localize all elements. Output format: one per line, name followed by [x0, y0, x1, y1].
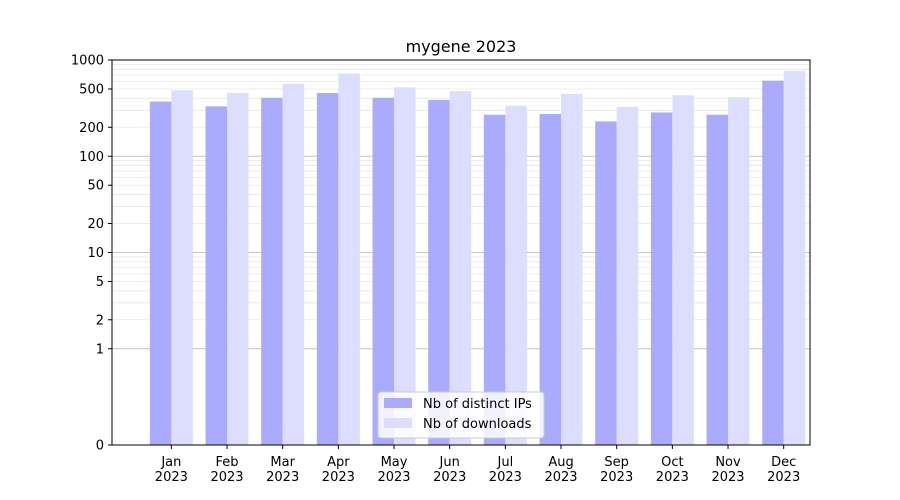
bar-distinct-ips: [149, 101, 172, 446]
bar-downloads: [728, 97, 750, 445]
y-tick-label: 10: [87, 246, 104, 261]
bar-downloads: [616, 106, 639, 445]
x-tick-label: Jan 2023: [155, 455, 188, 485]
legend-label: Nb of downloads: [423, 417, 532, 432]
bar-downloads: [672, 95, 694, 446]
x-tick-label-line: Mar: [270, 455, 295, 470]
bar-downloads: [505, 105, 527, 445]
x-tick-label-line: 2023: [155, 470, 188, 485]
y-tick-label: 0: [96, 439, 104, 454]
legend-swatch: [384, 418, 412, 428]
x-tick-label-line: 2023: [433, 470, 466, 485]
y-axis: 0 1 2 5 10 20 50 100 200 500 1000: [71, 54, 112, 454]
bar-downloads: [561, 93, 583, 446]
x-tick-label-line: Dec: [771, 455, 796, 470]
x-tick-label: Sep 2023: [600, 455, 633, 485]
y-tick-label: 100: [79, 150, 104, 165]
bar-distinct-ips: [650, 112, 673, 445]
x-tick-label-line: 2023: [210, 470, 243, 485]
bar-downloads: [449, 91, 472, 446]
bar-downloads: [338, 73, 360, 445]
x-tick-label-line: Aug: [548, 455, 573, 470]
x-tick-label-line: 2023: [600, 470, 633, 485]
bar-downloads: [171, 90, 193, 445]
bar-distinct-ips: [205, 106, 228, 446]
y-tick-label: 20: [87, 217, 104, 232]
bars: [149, 70, 806, 446]
bar-distinct-ips: [483, 114, 506, 446]
bar-distinct-ips: [428, 99, 450, 445]
bar-distinct-ips: [595, 121, 617, 446]
x-tick-label: Dec 2023: [767, 455, 800, 485]
bar-distinct-ips: [706, 114, 729, 446]
x-tick-label-line: 2023: [377, 470, 410, 485]
x-tick-label-line: Apr: [327, 455, 350, 470]
y-tick-label: 50: [87, 179, 104, 194]
bar-distinct-ips: [539, 113, 562, 445]
x-tick-label-line: 2023: [322, 470, 355, 485]
x-tick-label-line: 2023: [489, 470, 522, 485]
x-tick-label-line: Nov: [715, 455, 741, 470]
x-tick-label-line: Jul: [497, 455, 514, 470]
x-tick-label-line: 2023: [767, 470, 800, 485]
y-tick-label: 200: [79, 121, 104, 136]
bar-downloads: [783, 70, 806, 446]
bar-distinct-ips: [372, 97, 395, 445]
legend-swatch: [384, 398, 412, 408]
x-tick-label-line: Jun: [439, 455, 460, 470]
x-tick-label: Aug 2023: [544, 455, 577, 485]
x-tick-label-line: 2023: [266, 470, 299, 485]
bar-distinct-ips: [261, 97, 283, 445]
x-tick-label: Jun 2023: [433, 455, 466, 485]
bar-distinct-ips: [316, 92, 339, 445]
x-tick-label: Mar 2023: [266, 455, 299, 485]
chart-title: mygene 2023: [406, 37, 517, 56]
legend: Nb of distinct IPs Nb of downloads: [377, 391, 545, 439]
x-tick-label-line: 2023: [544, 470, 577, 485]
x-tick-label-line: 2023: [656, 470, 689, 485]
bar-downloads: [282, 83, 305, 446]
x-tick-label-line: May: [381, 455, 408, 470]
bar-distinct-ips: [762, 80, 784, 446]
y-tick-label: 1: [96, 342, 104, 357]
bar-downloads: [394, 87, 416, 445]
x-tick-label: Apr 2023: [322, 455, 355, 485]
x-tick-label-line: Jan: [160, 455, 181, 470]
x-tick-label: Jul 2023: [489, 455, 522, 485]
y-tick-label: 2: [96, 313, 104, 328]
x-tick-label: Oct 2023: [656, 455, 689, 485]
x-tick-label: May 2023: [377, 455, 410, 485]
x-tick-label-line: Oct: [661, 455, 683, 470]
y-tick-label: 1000: [71, 54, 104, 69]
y-tick-label: 5: [96, 275, 104, 290]
x-tick-label: Nov 2023: [711, 455, 744, 485]
x-tick-label-line: Feb: [216, 455, 239, 470]
x-tick-label: Feb 2023: [210, 455, 243, 485]
legend-box: [377, 391, 545, 439]
y-tick-label: 500: [79, 82, 104, 97]
bar-downloads: [227, 92, 249, 445]
legend-label: Nb of distinct IPs: [423, 397, 532, 412]
x-tick-label-line: 2023: [711, 470, 744, 485]
x-tick-label-line: Sep: [604, 455, 629, 470]
